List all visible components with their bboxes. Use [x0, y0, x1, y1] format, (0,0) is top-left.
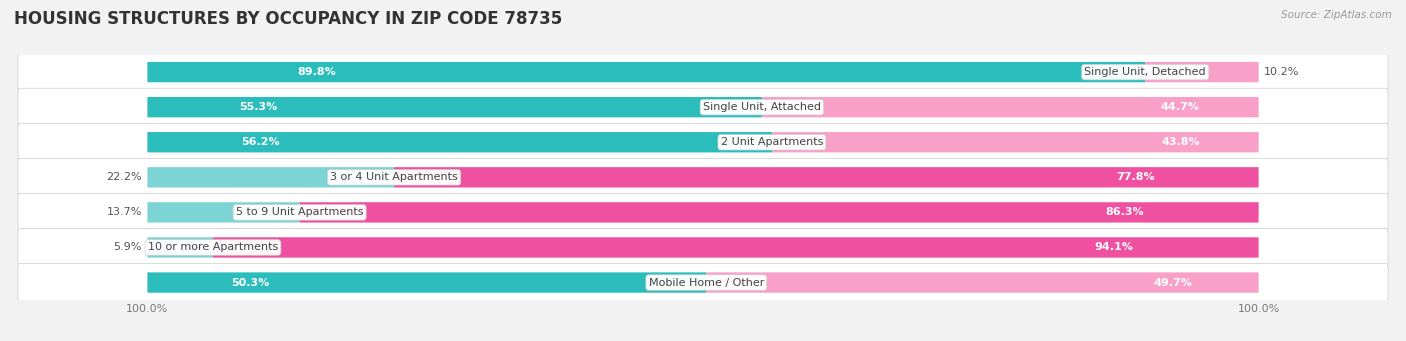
Text: 56.2%: 56.2% — [240, 137, 280, 147]
FancyBboxPatch shape — [148, 272, 706, 293]
FancyBboxPatch shape — [394, 167, 1258, 188]
Text: 22.2%: 22.2% — [107, 172, 142, 182]
FancyBboxPatch shape — [18, 264, 1388, 301]
FancyBboxPatch shape — [18, 193, 1388, 231]
Text: 86.3%: 86.3% — [1105, 207, 1143, 218]
Text: 77.8%: 77.8% — [1116, 172, 1154, 182]
Text: 10.2%: 10.2% — [1264, 67, 1299, 77]
Text: 10 or more Apartments: 10 or more Apartments — [148, 242, 278, 252]
FancyBboxPatch shape — [148, 167, 394, 188]
FancyBboxPatch shape — [762, 97, 1258, 117]
Text: 49.7%: 49.7% — [1153, 278, 1192, 287]
FancyBboxPatch shape — [148, 62, 1146, 82]
Text: 5.9%: 5.9% — [114, 242, 142, 252]
Text: 3 or 4 Unit Apartments: 3 or 4 Unit Apartments — [330, 172, 458, 182]
FancyBboxPatch shape — [212, 237, 1258, 258]
FancyBboxPatch shape — [1146, 62, 1258, 82]
Text: HOUSING STRUCTURES BY OCCUPANCY IN ZIP CODE 78735: HOUSING STRUCTURES BY OCCUPANCY IN ZIP C… — [14, 10, 562, 28]
FancyBboxPatch shape — [18, 53, 1388, 91]
Text: 55.3%: 55.3% — [239, 102, 278, 112]
Text: 50.3%: 50.3% — [231, 278, 270, 287]
FancyBboxPatch shape — [18, 88, 1388, 126]
Text: Single Unit, Attached: Single Unit, Attached — [703, 102, 821, 112]
Text: 5 to 9 Unit Apartments: 5 to 9 Unit Apartments — [236, 207, 363, 218]
Text: 43.8%: 43.8% — [1161, 137, 1201, 147]
FancyBboxPatch shape — [772, 132, 1258, 152]
Text: 2 Unit Apartments: 2 Unit Apartments — [721, 137, 823, 147]
Text: 13.7%: 13.7% — [107, 207, 142, 218]
FancyBboxPatch shape — [706, 272, 1258, 293]
FancyBboxPatch shape — [148, 202, 299, 223]
Text: 94.1%: 94.1% — [1094, 242, 1133, 252]
Text: Single Unit, Detached: Single Unit, Detached — [1084, 67, 1206, 77]
Text: 89.8%: 89.8% — [297, 67, 336, 77]
FancyBboxPatch shape — [148, 132, 772, 152]
FancyBboxPatch shape — [18, 123, 1388, 161]
Text: 44.7%: 44.7% — [1160, 102, 1199, 112]
Text: Source: ZipAtlas.com: Source: ZipAtlas.com — [1281, 10, 1392, 20]
FancyBboxPatch shape — [299, 202, 1258, 223]
FancyBboxPatch shape — [148, 237, 212, 258]
Text: Mobile Home / Other: Mobile Home / Other — [648, 278, 763, 287]
FancyBboxPatch shape — [148, 97, 762, 117]
FancyBboxPatch shape — [18, 158, 1388, 196]
FancyBboxPatch shape — [18, 228, 1388, 266]
